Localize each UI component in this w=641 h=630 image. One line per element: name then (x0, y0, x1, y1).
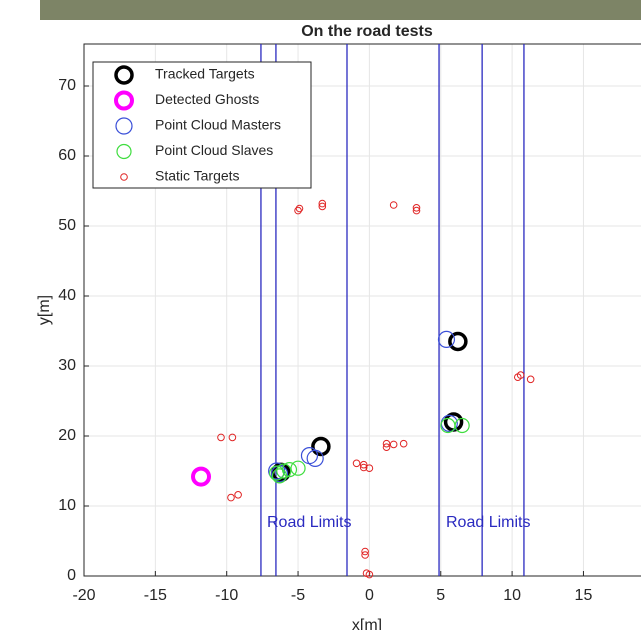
annotation: Road Limits (446, 514, 530, 531)
y-tick-label: 50 (58, 217, 76, 234)
legend-label: Tracked Targets (155, 66, 255, 82)
y-tick-label: 10 (58, 497, 76, 514)
x-tick-label: -15 (144, 587, 167, 604)
y-tick-label: 20 (58, 427, 76, 444)
photo-strip (40, 0, 641, 20)
x-tick-label: -20 (72, 587, 95, 604)
x-tick-label: 10 (503, 587, 521, 604)
y-tick-label: 60 (58, 147, 76, 164)
x-axis-label: x[m] (352, 617, 382, 630)
x-tick-label: -5 (291, 587, 305, 604)
chart: On the road tests x[m] y[m] -20 -15 -10 -5 0… (0, 0, 641, 630)
legend-label: Detected Ghosts (155, 91, 259, 107)
legend-label: Point Cloud Masters (155, 117, 281, 133)
y-tick-label: 40 (58, 287, 76, 304)
legend-label: Point Cloud Slaves (155, 142, 273, 158)
y-tick-label: 70 (58, 77, 76, 94)
chart-title: On the road tests (301, 23, 433, 40)
legend-label: Static Targets (155, 168, 240, 184)
y-tick-label: 30 (58, 357, 76, 374)
x-tick-label: 15 (575, 587, 593, 604)
y-tick-label: 0 (67, 567, 76, 584)
annotation: Road Limits (267, 514, 351, 531)
x-tick-label: 5 (436, 587, 445, 604)
y-axis-label: y[m] (36, 295, 53, 325)
x-tick-label: -10 (215, 587, 238, 604)
x-tick-label: 0 (365, 587, 374, 604)
